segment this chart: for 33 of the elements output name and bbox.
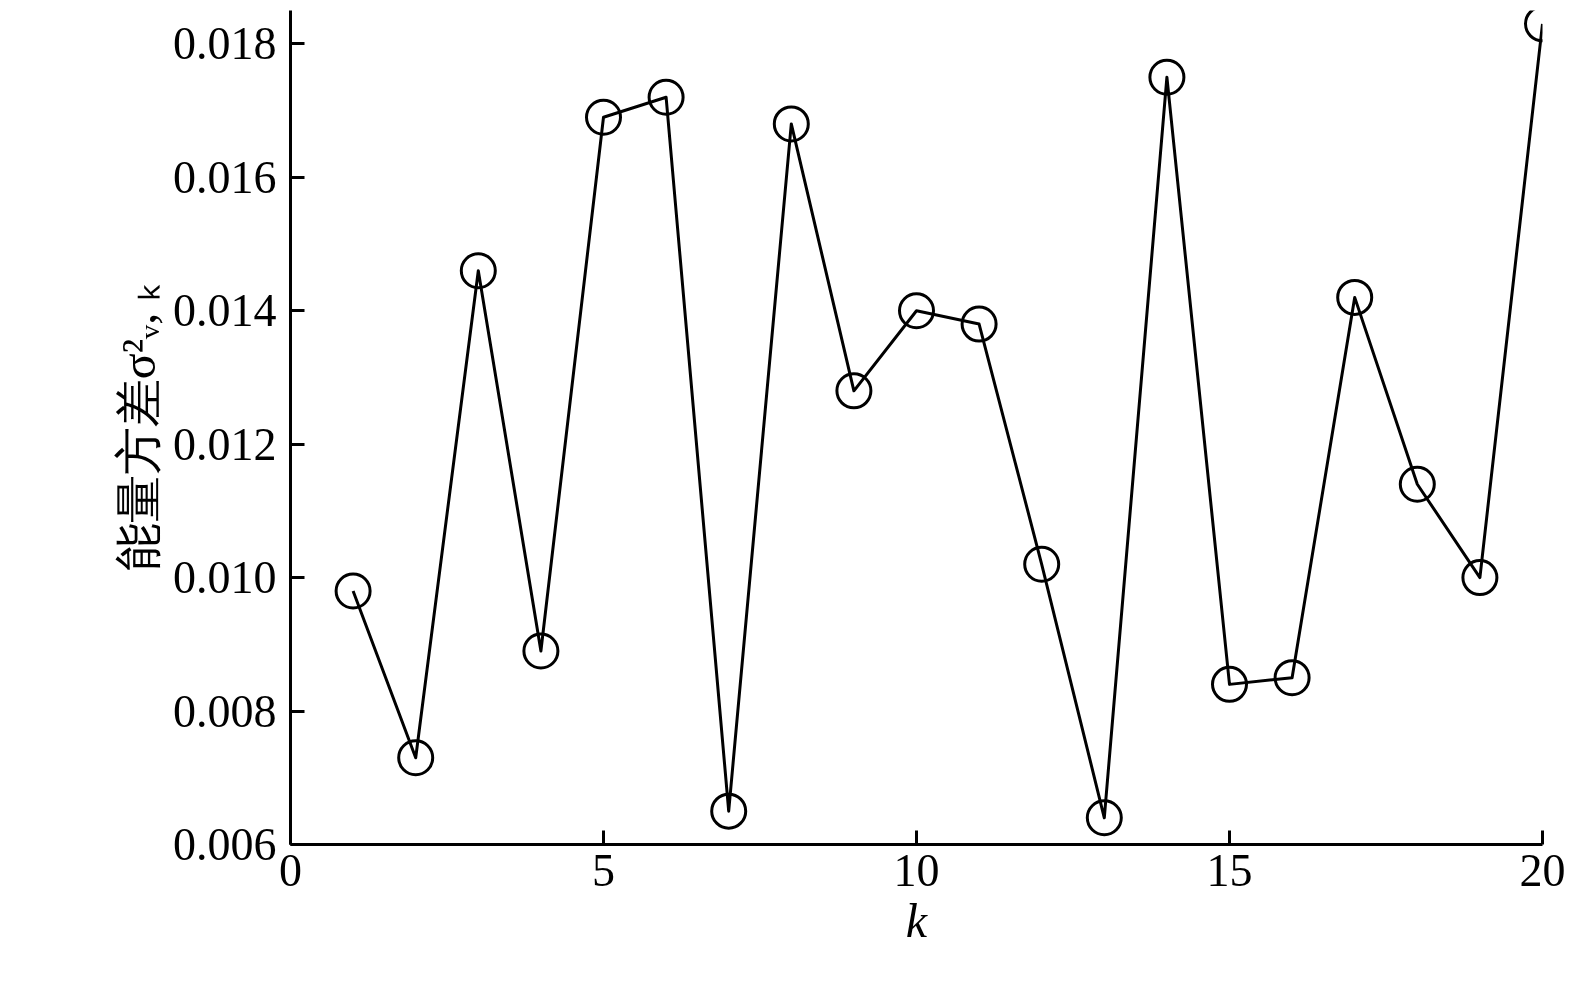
point bbox=[522, 632, 560, 670]
point bbox=[459, 252, 497, 290]
point bbox=[898, 292, 935, 330]
y-tick-label: 0.008 bbox=[173, 685, 277, 737]
point bbox=[1085, 799, 1123, 837]
point bbox=[1148, 58, 1186, 96]
point bbox=[1336, 278, 1374, 316]
point bbox=[334, 572, 372, 610]
y-tick-label: 0.016 bbox=[173, 151, 277, 203]
x-axis-title: k bbox=[905, 893, 929, 947]
x-tick-label: 0 bbox=[279, 844, 302, 896]
y-tick-label: 0.006 bbox=[173, 819, 277, 870]
x-tick-label: 20 bbox=[1519, 844, 1566, 896]
point bbox=[1398, 465, 1436, 503]
y-tick-label: 0.012 bbox=[173, 418, 277, 470]
point bbox=[1023, 545, 1061, 583]
point bbox=[1273, 659, 1311, 697]
point bbox=[585, 98, 622, 136]
point bbox=[710, 792, 748, 830]
x-tick-label: 5 bbox=[592, 844, 615, 896]
y-tick-label: 0.010 bbox=[173, 552, 277, 604]
point bbox=[835, 372, 873, 410]
x-tick-label: 15 bbox=[1206, 844, 1253, 896]
y-tick-label: 0.014 bbox=[173, 285, 277, 337]
y-axis-title: 能量方差σ²ᵥ, ₖ bbox=[112, 283, 165, 572]
y-tick-label: 0.018 bbox=[173, 18, 277, 70]
point bbox=[772, 105, 810, 143]
point bbox=[960, 305, 998, 343]
x-tick-label: 10 bbox=[893, 844, 940, 896]
point bbox=[397, 739, 435, 777]
point bbox=[647, 78, 685, 116]
point bbox=[1211, 665, 1248, 703]
point bbox=[1461, 559, 1499, 597]
